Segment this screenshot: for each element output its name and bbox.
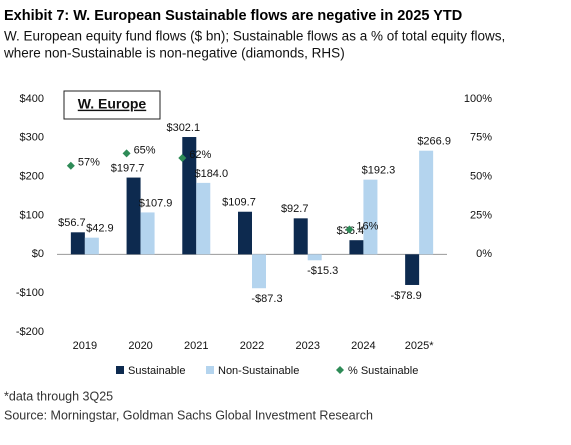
x-tick-label: 2024 bbox=[351, 340, 375, 352]
y2-tick-label: 0% bbox=[476, 248, 492, 260]
inset-label: W. Europe bbox=[78, 96, 147, 112]
x-tick-label: 2023 bbox=[295, 340, 319, 352]
bar bbox=[419, 150, 434, 255]
chart-subtitle: where non-Sustainable is non-negative (d… bbox=[3, 46, 345, 61]
chart-title: Exhibit 7: W. European Sustainable flows… bbox=[4, 8, 462, 24]
data-label: 65% bbox=[134, 144, 156, 156]
y-tick-label: $300 bbox=[20, 132, 44, 144]
data-label: $184.0 bbox=[194, 168, 228, 180]
marker bbox=[178, 154, 187, 163]
legend-marker bbox=[336, 366, 344, 374]
y-tick-label: $100 bbox=[20, 209, 44, 221]
legend-swatch bbox=[206, 366, 214, 374]
inset-box bbox=[63, 90, 161, 120]
marker bbox=[345, 225, 354, 234]
legend-label: % Sustainable bbox=[348, 365, 418, 377]
bar bbox=[182, 137, 197, 255]
x-tick-label: 2019 bbox=[73, 340, 97, 352]
legend-label: Sustainable bbox=[128, 365, 186, 377]
x-tick-label: 2020 bbox=[128, 340, 152, 352]
data-label: $107.9 bbox=[139, 197, 173, 209]
footnote: *data through 3Q25 bbox=[4, 389, 113, 403]
bar bbox=[140, 212, 155, 255]
marker bbox=[66, 161, 75, 170]
data-label: 57% bbox=[78, 157, 100, 169]
legend-swatch bbox=[116, 366, 124, 374]
bar bbox=[307, 254, 322, 261]
y-tick-label: $400 bbox=[20, 93, 44, 105]
y2-tick-label: 75% bbox=[470, 132, 492, 144]
data-label: $192.3 bbox=[362, 165, 396, 177]
x-tick-label: 2022 bbox=[240, 340, 264, 352]
source: Source: Morningstar, Goldman Sachs Globa… bbox=[4, 408, 373, 422]
bar bbox=[126, 177, 141, 255]
data-label: 16% bbox=[356, 220, 378, 232]
data-label: $266.9 bbox=[417, 136, 451, 148]
y-tick-label: $0 bbox=[32, 248, 44, 260]
data-label: $302.1 bbox=[166, 122, 200, 134]
data-label: -$78.9 bbox=[391, 290, 422, 302]
y-tick-label: $200 bbox=[20, 171, 44, 183]
data-label: -$15.3 bbox=[307, 265, 338, 277]
bar bbox=[405, 254, 420, 285]
bar bbox=[363, 179, 378, 255]
legend-label: Non-Sustainable bbox=[218, 365, 299, 377]
bar bbox=[84, 237, 99, 255]
x-tick-label: 2025* bbox=[405, 340, 434, 352]
y2-tick-label: 50% bbox=[470, 171, 492, 183]
data-label: 62% bbox=[189, 149, 211, 161]
y-tick-label: -$200 bbox=[16, 326, 44, 338]
data-label: $197.7 bbox=[111, 162, 145, 174]
y-tick-label: -$100 bbox=[16, 287, 44, 299]
bar bbox=[70, 232, 85, 255]
data-label: $92.7 bbox=[281, 203, 309, 215]
bar bbox=[252, 254, 266, 289]
data-label: $56.7 bbox=[58, 217, 86, 229]
bar bbox=[293, 218, 308, 255]
x-tick-label: 2021 bbox=[184, 340, 208, 352]
bar bbox=[238, 211, 252, 255]
bar bbox=[349, 240, 364, 255]
bar bbox=[196, 182, 211, 255]
chart-subtitle: W. European equity fund flows ($ bn); Su… bbox=[4, 29, 505, 44]
data-label: $42.9 bbox=[86, 223, 114, 235]
y2-tick-label: 100% bbox=[464, 93, 492, 105]
data-label: -$87.3 bbox=[251, 293, 282, 305]
marker bbox=[122, 149, 131, 158]
data-label: $109.7 bbox=[222, 197, 256, 209]
y2-tick-label: 25% bbox=[470, 209, 492, 221]
